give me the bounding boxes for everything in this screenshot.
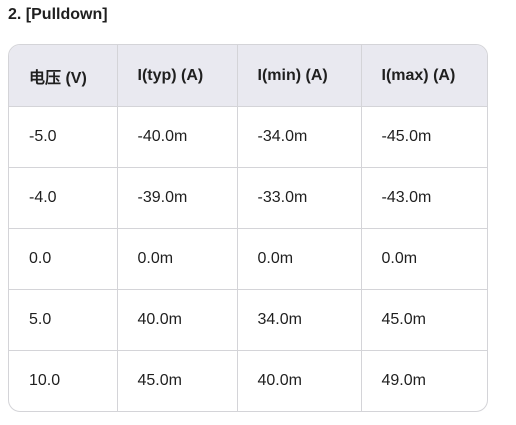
table-cell: 0.0m [237, 228, 362, 290]
column-header: I(typ) (A) [117, 45, 238, 107]
table-cell: 5.0 [9, 289, 118, 351]
table-row: 5.0 40.0m 34.0m 45.0m [9, 289, 487, 351]
table-cell: 49.0m [381, 372, 426, 389]
table-cell: 34.0m [237, 289, 362, 351]
data-table: 电压 (V) I(typ) (A) I(min) (A) I(max) (A) -5.… [9, 45, 487, 411]
section-title: 2. [Pulldown] [8, 6, 108, 23]
table-cell: -4.0 [9, 167, 118, 229]
table-cell: 40.0m [117, 289, 238, 351]
table-cell: -39.0m [117, 167, 238, 229]
table-cell: -45.0m [361, 106, 487, 168]
table-cell: 10.0 [9, 350, 118, 411]
table-cell: 40.0m [237, 350, 362, 411]
table-cell: 0.0 [9, 228, 118, 290]
table-row: 10.0 45.0m 40.0m 49.0m [9, 350, 487, 411]
table-row: -5.0 -40.0m -34.0m -45.0m [9, 106, 487, 168]
table-cell: -33.0m [237, 167, 362, 229]
column-header: 电压 (V) [9, 45, 118, 107]
table-cell: -5.0 [9, 106, 118, 168]
table-row: -4.0 -39.0m -33.0m -43.0m [9, 167, 487, 229]
table-cell: 0.0m [361, 228, 487, 290]
column-header: I(max) (A) [361, 45, 487, 107]
table-cell: -34.0m [237, 106, 362, 168]
table-cell: -40.0m [117, 106, 238, 168]
table-cell: 45.0m [361, 289, 487, 351]
table-container: 电压 (V) I(typ) (A) I(min) (A) I(max) (A) -5.… [8, 44, 488, 412]
table-row: 0.0 0.0m 0.0m 0.0m [9, 228, 487, 290]
table-cell: -43.0m [361, 167, 487, 229]
table-cell: 0.0m [117, 228, 238, 290]
table-cell: 45.0m [117, 350, 238, 411]
header-row: 电压 (V) I(typ) (A) I(min) (A) I(max) (A) [9, 45, 487, 107]
column-header: I(min) (A) [237, 45, 362, 107]
